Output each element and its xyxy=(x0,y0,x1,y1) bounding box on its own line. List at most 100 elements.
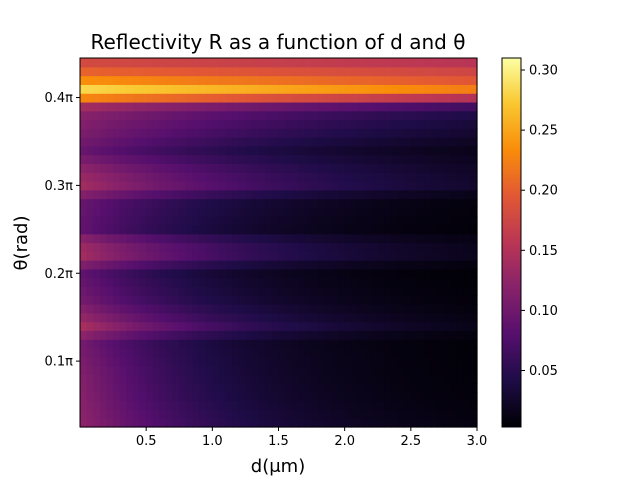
heatmap-cell xyxy=(331,110,339,121)
heatmap-cell xyxy=(185,391,194,402)
heatmap-cell xyxy=(470,101,478,112)
heatmap-cell xyxy=(397,295,405,305)
heatmap-cell xyxy=(404,154,412,165)
heatmap-cell xyxy=(390,321,399,331)
heatmap-cell xyxy=(172,181,180,191)
heatmap-cell xyxy=(437,321,445,331)
heatmap-cell xyxy=(443,75,452,85)
heatmap-cell xyxy=(443,260,452,270)
heatmap-cell xyxy=(351,339,359,349)
heatmap-cell xyxy=(304,101,313,112)
heatmap-cell xyxy=(410,224,419,235)
heatmap-cell xyxy=(357,224,366,235)
heatmap-cell xyxy=(357,154,366,165)
heatmap-cell xyxy=(146,268,154,279)
heatmap-cell xyxy=(424,93,432,103)
heatmap-cell xyxy=(331,154,339,165)
heatmap-cell xyxy=(304,137,313,147)
colorbar-tick-label: 0.10 xyxy=(529,304,558,319)
heatmap-cell xyxy=(245,172,253,182)
heatmap-cell xyxy=(278,216,286,226)
heatmap-cell xyxy=(99,128,108,138)
heatmap-cell xyxy=(132,216,141,226)
heatmap-cell xyxy=(192,409,200,419)
heatmap-cell xyxy=(113,84,121,94)
heatmap-cell xyxy=(318,409,326,419)
heatmap-cell xyxy=(390,93,399,103)
heatmap-cell xyxy=(139,312,147,323)
heatmap-cell xyxy=(172,339,180,349)
heatmap-cell xyxy=(344,365,352,375)
heatmap-cell xyxy=(126,119,134,129)
heatmap-cell xyxy=(371,286,379,296)
heatmap-cell xyxy=(404,84,412,94)
heatmap-cell xyxy=(450,75,458,85)
heatmap-cell xyxy=(450,137,458,147)
heatmap-cell xyxy=(119,181,127,191)
heatmap-cell xyxy=(437,268,445,279)
heatmap-cell xyxy=(86,321,94,331)
heatmap-cell xyxy=(338,172,346,182)
heatmap-cell xyxy=(86,58,94,68)
heatmap-cell xyxy=(232,242,240,252)
heatmap-cell xyxy=(132,233,141,244)
heatmap-cell xyxy=(338,304,346,314)
heatmap-cell xyxy=(139,339,147,349)
heatmap-cell xyxy=(126,163,134,173)
heatmap-cell xyxy=(384,216,392,226)
heatmap-cell xyxy=(212,260,220,270)
heatmap-cell xyxy=(457,128,465,138)
heatmap-cell xyxy=(238,260,247,270)
heatmap-cell xyxy=(218,347,227,358)
heatmap-cell xyxy=(470,286,478,296)
heatmap-cell xyxy=(311,409,319,419)
heatmap-cell xyxy=(93,365,101,375)
heatmap-cell xyxy=(80,145,88,156)
heatmap-cell xyxy=(324,145,333,156)
heatmap-cell xyxy=(106,128,114,138)
heatmap-cell xyxy=(238,128,247,138)
heatmap-cell xyxy=(437,75,445,85)
heatmap-cell xyxy=(106,224,114,235)
heatmap-cell xyxy=(185,242,194,252)
heatmap-cell xyxy=(384,224,392,235)
heatmap-cell xyxy=(404,75,412,85)
heatmap-cell xyxy=(324,295,333,305)
heatmap-cell xyxy=(390,286,399,296)
heatmap-cell xyxy=(377,137,385,147)
heatmap-cell xyxy=(212,277,220,288)
heatmap-cell xyxy=(119,224,127,235)
heatmap-cell xyxy=(106,172,114,182)
heatmap-cell xyxy=(113,251,121,261)
heatmap-cell xyxy=(457,189,465,200)
heatmap-cell xyxy=(344,312,352,323)
heatmap-cell xyxy=(245,304,253,314)
heatmap-cell xyxy=(166,93,174,103)
heatmap-cell xyxy=(364,216,372,226)
heatmap-cell xyxy=(430,207,438,217)
heatmap-cell xyxy=(298,84,306,94)
heatmap-cell xyxy=(410,75,419,85)
heatmap-cell xyxy=(278,110,286,121)
heatmap-cell xyxy=(397,154,405,165)
heatmap-cell xyxy=(106,198,114,208)
heatmap-cell xyxy=(397,172,405,182)
heatmap-cell xyxy=(166,321,174,331)
heatmap-cell xyxy=(199,321,207,331)
heatmap-cell xyxy=(179,286,187,296)
heatmap-cell xyxy=(132,66,141,77)
heatmap-cell xyxy=(291,321,299,331)
heatmap-cell xyxy=(179,365,187,375)
heatmap-cell xyxy=(291,93,299,103)
heatmap-cell xyxy=(344,128,352,138)
heatmap-cell xyxy=(397,356,405,367)
heatmap-cell xyxy=(152,251,160,261)
heatmap-cell xyxy=(377,295,385,305)
heatmap-cell xyxy=(404,321,412,331)
heatmap-cell xyxy=(179,260,187,270)
heatmap-cell xyxy=(218,58,227,68)
heatmap-cell xyxy=(384,58,392,68)
heatmap-cell xyxy=(324,110,333,121)
heatmap-cell xyxy=(298,172,306,182)
heatmap-cell xyxy=(311,391,319,402)
